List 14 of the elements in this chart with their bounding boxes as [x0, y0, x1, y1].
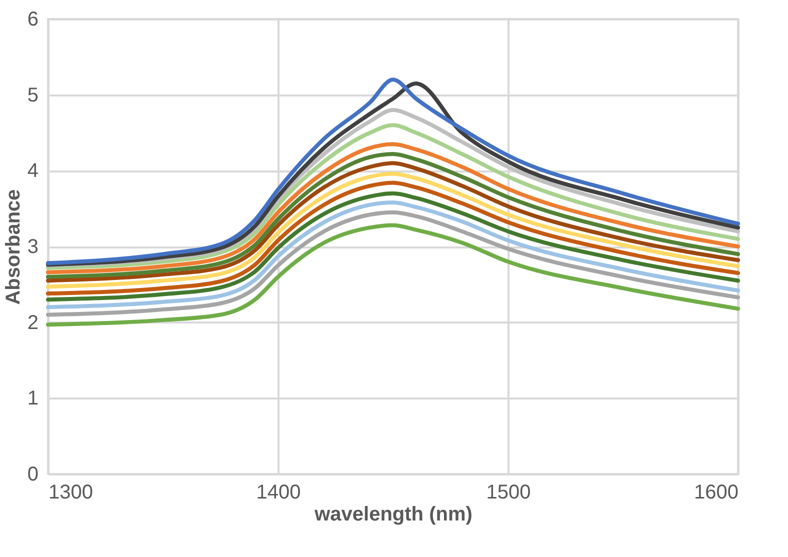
y-tick-label: 3 [27, 236, 38, 258]
y-tick-label: 5 [27, 84, 38, 106]
line-series [46, 223, 740, 327]
y-tick-label: 1 [27, 388, 38, 410]
x-tick-label: 1600 [694, 482, 738, 504]
y-tick-label: 4 [27, 160, 38, 182]
x-tick-label: 1300 [48, 482, 93, 504]
x-tick-label: 1500 [486, 482, 531, 504]
y-tick-label: 6 [27, 8, 38, 30]
y-tick-label: 2 [27, 312, 38, 334]
y-axis-title: Absorbance [2, 189, 24, 305]
y-tick-label: 0 [27, 464, 38, 486]
x-tick-label: 1400 [256, 482, 301, 504]
x-axis-title: wavelength (nm) [314, 504, 472, 526]
